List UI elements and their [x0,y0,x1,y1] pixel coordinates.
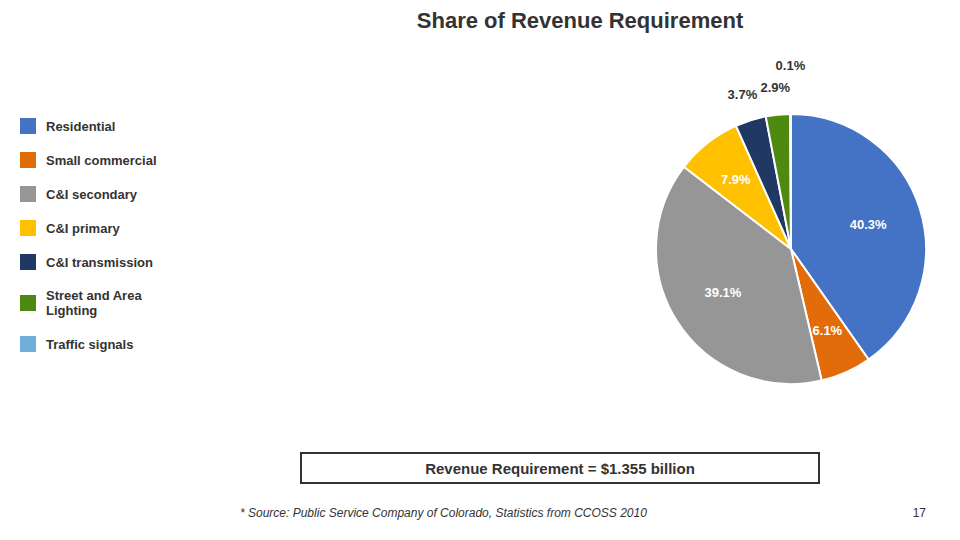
html-text:C&I primary: C&I primary [46,220,120,236]
html-text:17: 17 [912,506,926,520]
html-text:C&I secondary: C&I secondary [46,186,137,202]
svg-text:2.9%: 2.9% [760,80,790,95]
html-text:Lighting: Lighting [46,303,98,318]
html-text:Small commercial: Small commercial [46,152,157,168]
svg-text:40.3%: 40.3% [850,217,887,232]
html-text:Revenue Requirement = $1.355 b: Revenue Requirement = $1.355 billion [425,459,695,477]
html-text:Residential: Residential [46,118,116,134]
svg-text:39.1%: 39.1% [704,285,741,300]
html-text:C&I transmission: C&I transmission [46,254,153,270]
html-text:Share of Revenue Requirement: Share of Revenue Requirement [416,8,744,33]
svg-text:0.1%: 0.1% [776,58,806,73]
svg-text:3.7%: 3.7% [728,87,758,102]
svg-text:7.9%: 7.9% [721,172,751,187]
html-text:Traffic signals: Traffic signals [46,336,134,352]
html-text:* Source: Public Service Compa: * Source: Public Service Company of Colo… [240,506,647,520]
svg-text:6.1%: 6.1% [813,323,843,338]
html-text:Street and Area: Street and Area [46,288,142,303]
